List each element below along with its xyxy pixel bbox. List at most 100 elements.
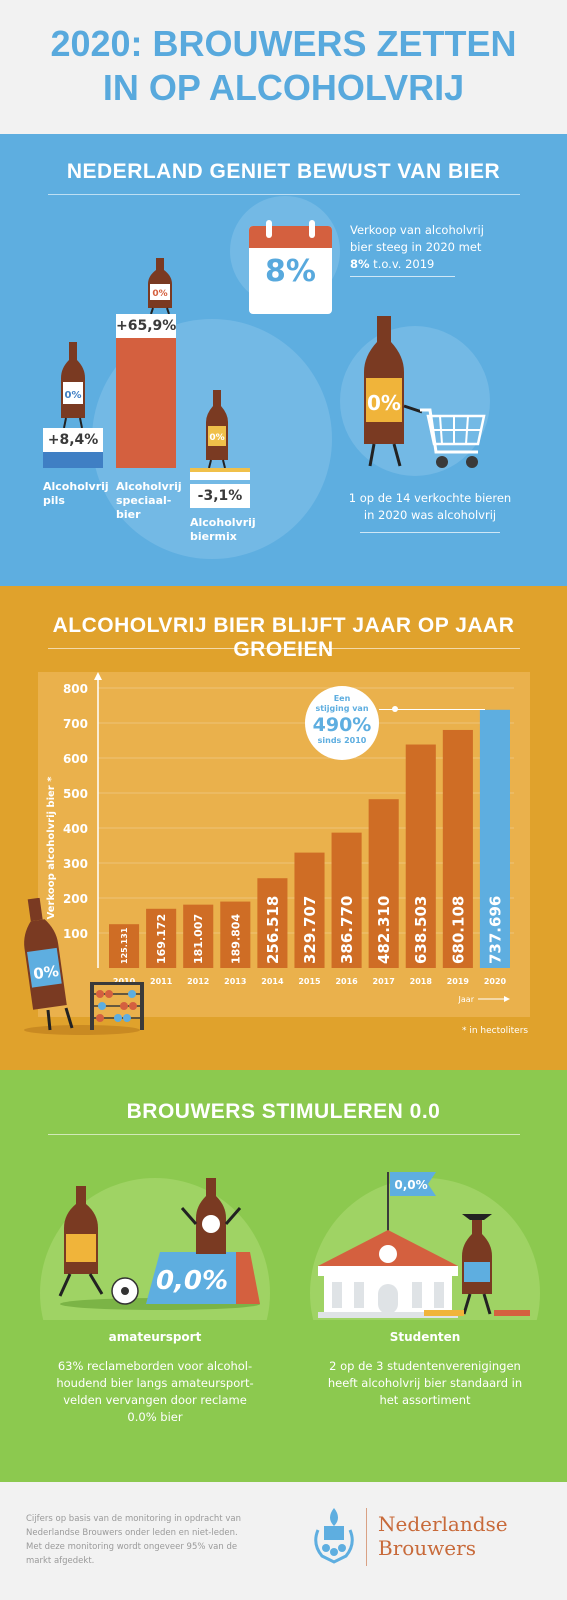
bar-biermix xyxy=(190,468,250,472)
bar-biermix-platform xyxy=(190,472,250,480)
svg-text:0%: 0% xyxy=(367,391,401,415)
bar-value-label: 638.503 xyxy=(412,896,430,964)
methodology-note: Cijfers op basis van de monitoring in op… xyxy=(26,1512,276,1568)
chart-plot-area: 100 200 300 400 500 600 700 800 Verkoop alcoholv… xyxy=(38,672,530,1017)
x-tick-label: 2010 xyxy=(113,977,136,986)
category-pils-line-1: Alcoholvrij xyxy=(43,480,109,493)
bar-2015 xyxy=(294,852,325,968)
section-1-title: NEDERLAND GENIET BEWUST VAN BIER xyxy=(66,160,501,183)
y-tick-label: 300 xyxy=(63,857,88,871)
y-tick-label: 100 xyxy=(63,927,88,941)
chart-title: ALCOHOLVRIJ BIER BLIJFT JAAR OP JAAR GRO… xyxy=(52,614,515,661)
category-speciaalbier-line-3: bier xyxy=(116,508,141,521)
bar-value-label: 680.108 xyxy=(449,896,467,964)
page-title: 2020: BROUWERS ZETTEN IN OP ALCOHOLVRIJ xyxy=(0,22,567,110)
x-tick-label: 2019 xyxy=(447,977,470,986)
section-1-divider xyxy=(48,194,520,195)
section-consumption: NEDERLAND GENIET BEWUST VAN BIER +8,4% +… xyxy=(0,134,567,586)
sales-growth-line-2: bier steeg in 2020 met xyxy=(350,240,482,254)
bar-value-label: 329.707 xyxy=(301,896,319,964)
x-axis-arrow-head xyxy=(504,996,510,1002)
category-speciaalbier-line-1: Alcoholvrij xyxy=(116,480,182,493)
students-text-line-2: heeft alcoholvrij bier standaard in xyxy=(327,1376,523,1390)
x-tick-label: 2015 xyxy=(298,977,321,986)
y-tick-label: 800 xyxy=(63,682,88,696)
sales-growth-text: Verkoop van alcoholvrij bier steeg in 20… xyxy=(350,222,484,273)
bar-chart: 100 200 300 400 500 600 700 800 Verkoop alcoholv… xyxy=(46,672,514,1004)
brewers-crest-icon xyxy=(314,1508,354,1564)
y-tick-label: 700 xyxy=(63,717,88,731)
sport-text: 63% reclameborden voor alcohol- houdend … xyxy=(30,1358,280,1426)
bar-value-label: 482.310 xyxy=(375,896,393,964)
sport-text-line-2: houdend bier langs amateursport- xyxy=(56,1376,254,1390)
calendar-value: 8% xyxy=(265,254,316,289)
bar-label-biermix: -3,1% xyxy=(190,484,250,508)
methodology-line-2: Nederlandse Brouwers onder leden en niet… xyxy=(26,1528,238,1538)
brand-line-1: Nederlandse xyxy=(378,1512,508,1536)
sport-heading: amateursport xyxy=(108,1330,202,1344)
share-line-2: in 2020 was alcoholvrij xyxy=(363,508,497,522)
x-tick-label: 2013 xyxy=(224,977,246,986)
sales-growth-bold: 8% xyxy=(350,257,370,271)
students-text-line-3: het assortiment xyxy=(379,1393,471,1407)
x-tick-label: 2012 xyxy=(187,977,209,986)
bar-value-label: 181.007 xyxy=(192,914,205,964)
bar-value-label: 125.131 xyxy=(120,927,129,964)
x-tick-label: 2011 xyxy=(150,977,173,986)
calendar-icon: 8% xyxy=(249,226,332,314)
category-speciaalbier: Alcoholvrij speciaal- bier xyxy=(116,480,182,522)
callout-pointer-line xyxy=(379,709,485,710)
bottle-speciaalbier-icon: 0% xyxy=(148,258,172,314)
students-heading: Studenten xyxy=(389,1330,461,1344)
methodology-line-3: Met deze monitoring wordt ongeveer 95% v… xyxy=(26,1542,238,1552)
sport-text-line-3: velden vervangen door reclame xyxy=(63,1393,247,1407)
bar-pils xyxy=(43,448,103,468)
bar-2013 xyxy=(220,901,251,968)
calendar-ring-left xyxy=(266,220,272,238)
section-3-title: BROUWERS STIMULEREN 0.0 xyxy=(126,1100,441,1123)
bar-2010 xyxy=(109,924,140,968)
bar-2017 xyxy=(368,799,399,968)
bar-2019 xyxy=(442,729,473,968)
y-axis-title: Verkoop alcoholvrij bier * xyxy=(46,776,57,920)
bar-value-label: 737.696 xyxy=(486,896,504,964)
share-underline xyxy=(360,532,500,533)
bar-2018 xyxy=(405,744,436,968)
bottle-pils-icon: 0% xyxy=(61,342,85,428)
flag-text: 0,0% xyxy=(394,1178,427,1192)
bar-value-label: 169.172 xyxy=(155,914,168,964)
callout-line-1: Een xyxy=(333,694,351,703)
title-line-1: 2020: BROUWERS ZETTEN xyxy=(50,23,517,64)
section-2-divider xyxy=(48,648,520,649)
methodology-line-1: Cijfers op basis van de monitoring in op… xyxy=(26,1514,241,1524)
x-tick-label: 2016 xyxy=(335,977,358,986)
methodology-line-4: markt afgedekt. xyxy=(26,1556,95,1566)
brand-divider xyxy=(366,1508,367,1566)
x-tick-label: 2018 xyxy=(410,977,433,986)
students-illustration: 0,0% xyxy=(318,1172,530,1318)
bar-speciaalbier xyxy=(116,328,176,468)
bottle-biermix-icon: 0% xyxy=(206,390,228,468)
board-text: 0,0% xyxy=(156,1266,228,1296)
bar-2012 xyxy=(183,904,214,968)
sales-growth-underline xyxy=(350,276,455,277)
sport-text-line-4: 0.0% bier xyxy=(127,1410,183,1424)
sales-growth-line-1: Verkoop van alcoholvrij xyxy=(350,223,484,237)
category-pils-line-2: pils xyxy=(43,494,65,507)
bar-label-pils: +8,4% xyxy=(43,428,103,452)
x-tick-label: 2017 xyxy=(373,977,395,986)
brand-line-2: Brouwers xyxy=(378,1536,476,1560)
callout-line-3: sinds 2010 xyxy=(317,736,367,745)
bar-2014 xyxy=(257,878,288,968)
share-line-1: 1 op de 14 verkochte bieren xyxy=(348,491,512,505)
section-3-divider xyxy=(48,1134,520,1135)
category-biermix-line-1: Alcoholvrij xyxy=(190,516,256,529)
students-text: 2 op de 3 studentenverenigingen heeft al… xyxy=(300,1358,550,1409)
y-tick-label: 200 xyxy=(63,892,88,906)
section-3-ground xyxy=(0,1320,567,1482)
section-stimulation: BROUWERS STIMULEREN 0.0 0,0% 0,0% xyxy=(0,1070,567,1482)
callout-pointer-dot xyxy=(392,706,398,712)
callout-line-2: stijging van xyxy=(315,704,369,713)
sales-growth-tail: t.o.v. 2019 xyxy=(369,257,435,271)
y-axis-arrow xyxy=(94,672,102,680)
